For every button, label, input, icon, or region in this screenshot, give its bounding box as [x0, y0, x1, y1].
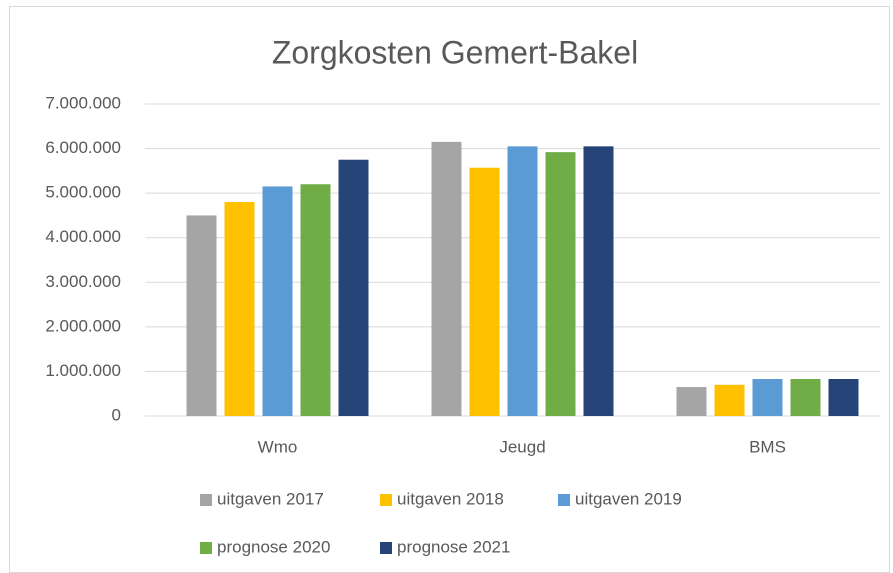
- bar: [752, 379, 783, 416]
- y-tick-label: 7.000.000: [45, 93, 121, 112]
- y-tick-label: 4.000.000: [45, 227, 121, 246]
- bar: [583, 146, 614, 417]
- x-tick-label: BMS: [749, 437, 786, 456]
- bar: [469, 167, 500, 416]
- legend-label: prognose 2021: [397, 537, 510, 556]
- y-tick-label: 3.000.000: [45, 272, 121, 291]
- legend-label: uitgaven 2018: [397, 489, 504, 508]
- legend-label: uitgaven 2017: [217, 489, 324, 508]
- bar: [262, 186, 293, 416]
- legend-swatch: [200, 542, 212, 554]
- legend-swatch: [558, 494, 570, 506]
- legend-swatch: [200, 494, 212, 506]
- bar: [431, 141, 462, 416]
- legend-swatch: [380, 494, 392, 506]
- legend-label: prognose 2020: [217, 537, 330, 556]
- bar: [714, 384, 745, 416]
- x-tick-label: Jeugd: [499, 437, 545, 456]
- bar: [676, 387, 707, 416]
- bar: [186, 215, 217, 416]
- y-tick-label: 0: [112, 405, 121, 424]
- bar: [507, 146, 538, 417]
- bar: [338, 159, 369, 416]
- legend-swatch: [380, 542, 392, 554]
- chart-title: Zorgkosten Gemert-Bakel: [272, 34, 638, 70]
- bar: [828, 379, 859, 416]
- bar: [300, 184, 331, 416]
- y-tick-label: 1.000.000: [45, 361, 121, 380]
- bar: [545, 152, 576, 416]
- y-tick-label: 2.000.000: [45, 316, 121, 335]
- y-tick-label: 6.000.000: [45, 138, 121, 157]
- bar: [224, 202, 255, 416]
- legend-label: uitgaven 2019: [575, 489, 682, 508]
- x-tick-label: Wmo: [258, 437, 298, 456]
- y-tick-label: 5.000.000: [45, 183, 121, 202]
- bar: [790, 379, 821, 416]
